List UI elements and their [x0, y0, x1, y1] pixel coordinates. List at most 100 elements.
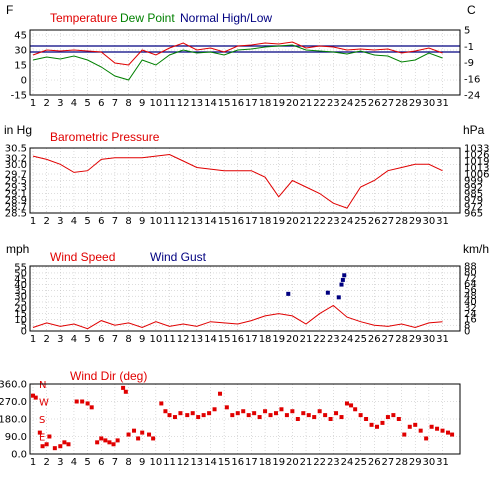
wind-dir-point	[115, 438, 120, 443]
day-tick-label: 18	[259, 334, 272, 345]
day-tick-label: 30	[423, 216, 436, 227]
right-tick-label: 979	[464, 196, 483, 207]
wind-dir-point	[241, 409, 246, 414]
right-tick-label: 64	[464, 279, 477, 290]
day-tick-label: 31	[436, 334, 449, 345]
wind-dir-point	[107, 440, 112, 445]
temperature-marks	[30, 41, 460, 81]
left-tick-label: 20	[14, 303, 27, 314]
left-tick-label: 30.2	[5, 153, 27, 164]
wind-dir-point	[295, 417, 300, 421]
wind-left-unit: mph	[6, 242, 29, 256]
day-tick-label: 13	[190, 216, 203, 227]
right-tick-label: 992	[464, 183, 483, 194]
day-tick-label: 1	[30, 216, 36, 227]
wind-dir-point	[349, 403, 354, 408]
wind-dir-point	[353, 407, 358, 412]
wind-gust-point	[286, 291, 291, 296]
wind-dir-point	[301, 411, 306, 416]
left-tick-label: 5	[21, 321, 27, 332]
wind-dir-point	[334, 411, 339, 416]
wind-dir-point	[418, 428, 423, 433]
pressure-panel: in Hg hPa Barometric Pressure 30.530.230…	[4, 123, 489, 227]
day-tick-label: 7	[112, 216, 118, 227]
right-tick-label: 965	[464, 209, 483, 220]
wind-dir-point	[62, 440, 67, 445]
temperature-left-unit: F	[6, 3, 13, 17]
day-tick-label: 2	[43, 98, 49, 109]
wind-dir-point	[151, 436, 156, 441]
wind-dir-point	[279, 407, 284, 412]
wind-dir-point	[252, 411, 257, 416]
day-tick-label: 25	[354, 457, 367, 468]
day-tick-label: 16	[231, 216, 244, 227]
wind-dir-grid	[30, 383, 460, 455]
wind-dir-point	[136, 436, 141, 441]
pressure-marks	[32, 153, 443, 209]
wind-gust-point	[339, 282, 344, 287]
day-tick-label: 5	[84, 98, 90, 109]
wind-dir-point	[323, 413, 328, 418]
day-tick-label: 22	[313, 98, 326, 109]
wind-dir-point	[263, 409, 268, 414]
day-tick-label: 6	[98, 334, 104, 345]
day-tick-label: 27	[382, 98, 395, 109]
compass-label: S	[39, 415, 45, 426]
right-tick-label: 16	[464, 315, 477, 326]
left-tick-label: 25	[14, 297, 27, 308]
day-tick-label: 16	[231, 98, 244, 109]
day-tick-label: 13	[190, 334, 203, 345]
left-tick-label: 30	[14, 292, 27, 303]
day-tick-label: 3	[57, 457, 63, 468]
wind-dir-point	[207, 411, 212, 416]
day-tick-label: 9	[139, 457, 145, 468]
left-tick-label: 45	[14, 274, 27, 285]
left-tick-label: 360.0	[0, 380, 27, 391]
wind-dir-point	[235, 411, 240, 416]
temperature-right-unit: C	[467, 3, 476, 17]
right-tick-label: 56	[464, 285, 477, 296]
day-tick-label: 2	[43, 216, 49, 227]
left-tick-label: 55	[14, 263, 27, 274]
left-tick-label: 29.5	[5, 176, 27, 187]
wind-dir-point	[369, 422, 374, 427]
day-tick-label: 25	[354, 334, 367, 345]
day-tick-label: 24	[341, 98, 354, 109]
wind-dir-point	[178, 411, 183, 416]
wind-speed-line	[32, 304, 443, 330]
day-tick-label: 15	[218, 457, 231, 468]
compass-label: W	[39, 398, 49, 409]
day-tick-label: 28	[395, 334, 408, 345]
left-tick-label: 45	[14, 31, 27, 42]
day-tick-label: 31	[436, 457, 449, 468]
wind-dir-marks	[31, 385, 455, 451]
wind-dir-point	[391, 413, 396, 418]
wind-dir-point	[317, 409, 322, 414]
day-tick-label: 14	[204, 216, 217, 227]
day-tick-label: 10	[149, 98, 162, 109]
right-tick-label: -1	[464, 42, 474, 53]
wind-dir-point	[364, 417, 369, 421]
wind-dir-point	[230, 413, 235, 418]
left-tick-label: 50	[14, 268, 27, 279]
right-tick-label: 32	[464, 303, 477, 314]
left-tick-label: 30.0	[5, 160, 27, 171]
day-tick-label: 18	[259, 216, 272, 227]
wind-dir-point	[44, 442, 49, 447]
day-tick-label: 27	[382, 457, 395, 468]
left-tick-label: 28.9	[5, 196, 27, 207]
day-tick-label: 24	[341, 457, 354, 468]
day-tick-label: 31	[436, 216, 449, 227]
day-tick-label: 27	[382, 334, 395, 345]
day-tick-label: 19	[272, 457, 285, 468]
left-tick-label: 28.7	[5, 202, 27, 213]
left-tick-label: 0	[21, 327, 27, 338]
day-tick-label: 28	[395, 457, 408, 468]
wind-dir-title: Wind Dir (deg)	[70, 369, 147, 383]
wind-dir-point	[172, 415, 177, 420]
day-tick-label: 15	[218, 216, 231, 227]
legend-wind-gust: Wind Gust	[150, 250, 207, 264]
day-tick-label: 8	[125, 98, 131, 109]
day-tick-label: 25	[354, 216, 367, 227]
wind-marks	[32, 273, 443, 330]
